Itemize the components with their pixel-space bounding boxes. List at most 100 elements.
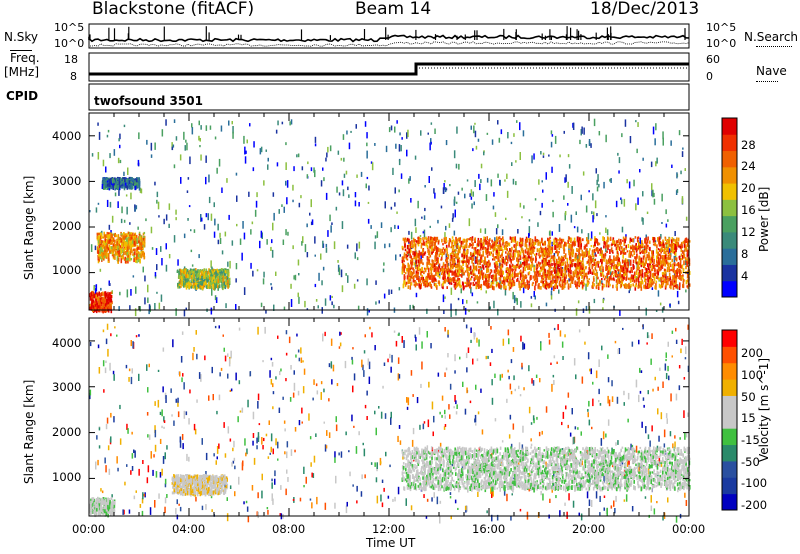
power-feature-point	[534, 240, 537, 245]
power-feature-point	[442, 275, 445, 281]
power-noise-point	[483, 151, 485, 156]
power-feature-point	[645, 249, 648, 254]
power-noise-point	[551, 231, 553, 236]
power-feature-point	[620, 265, 622, 269]
power-feature-point	[422, 239, 425, 245]
power-feature-point	[519, 270, 521, 274]
power-noise-point	[290, 283, 292, 289]
power-feature-point	[123, 232, 125, 235]
power-feature-point	[664, 258, 667, 263]
power-feature-point	[469, 243, 471, 247]
power-feature-point	[136, 247, 139, 251]
power-feature-point	[466, 281, 469, 287]
power-feature-point	[481, 260, 483, 263]
power-noise-point	[293, 166, 295, 172]
power-feature-point	[181, 282, 183, 287]
power-feature-point	[500, 245, 503, 250]
power-feature-point	[499, 267, 502, 273]
power-feature-point	[417, 253, 420, 258]
power-feature-point	[490, 269, 493, 273]
power-noise-point	[184, 145, 186, 151]
power-noise-point	[201, 217, 203, 222]
power-noise-point	[606, 275, 609, 280]
power-feature-point	[118, 254, 120, 258]
power-feature-point	[473, 283, 476, 286]
power-noise-point	[573, 226, 576, 229]
power-noise-point	[641, 217, 643, 222]
power-noise-point	[620, 199, 623, 205]
power-feature-point	[584, 253, 586, 258]
power-feature-point	[105, 239, 108, 244]
power-feature-point	[432, 275, 434, 281]
power-noise-point	[420, 130, 422, 136]
power-feature-point	[106, 248, 108, 252]
power-noise-point	[340, 269, 343, 278]
power-noise-point	[538, 179, 540, 185]
power-noise-point	[325, 243, 328, 248]
power-noise-point	[511, 162, 513, 166]
power-feature-point	[632, 283, 634, 287]
power-noise-point	[576, 255, 578, 262]
power-feature-point	[506, 245, 509, 248]
power-feature-point	[446, 257, 448, 260]
power-feature-point	[410, 259, 412, 265]
power-noise-point	[598, 183, 600, 188]
power-noise-point	[161, 129, 164, 137]
power-feature-point	[677, 237, 680, 242]
power-feature-point	[97, 246, 99, 249]
power-noise-point	[521, 216, 523, 219]
power-feature-point	[527, 255, 530, 259]
power-noise-point	[270, 246, 272, 251]
power-noise-point	[286, 197, 288, 205]
power-feature-point	[682, 254, 684, 259]
power-feature-point	[595, 254, 597, 257]
power-feature-point	[655, 275, 658, 279]
power-feature-point	[621, 274, 623, 278]
power-noise-point	[243, 232, 246, 240]
power-feature-point	[94, 304, 97, 307]
power-noise-point	[235, 172, 238, 176]
power-feature-point	[646, 239, 649, 244]
power-feature-point	[613, 241, 615, 246]
power-feature-point	[110, 308, 113, 314]
power-feature-point	[616, 257, 619, 261]
power-noise-point	[158, 215, 160, 218]
power-feature-point	[638, 245, 640, 250]
power-noise-point	[597, 174, 599, 182]
power-noise-point	[333, 304, 335, 309]
power-feature-point	[412, 267, 414, 271]
power-feature-point	[495, 240, 498, 243]
power-feature-point	[616, 251, 619, 254]
power-noise-point	[605, 227, 607, 233]
power-feature-point	[524, 282, 526, 285]
power-feature-point	[528, 284, 530, 289]
power-feature-point	[667, 243, 670, 248]
power-feature-point	[673, 270, 676, 274]
power-feature-point	[549, 275, 551, 280]
power-noise-point	[187, 177, 190, 180]
power-noise-point	[322, 266, 325, 271]
power-feature-point	[482, 244, 485, 247]
power-feature-point	[575, 282, 577, 288]
power-noise-point	[345, 273, 347, 276]
power-feature-point	[612, 238, 615, 242]
power-feature-point	[581, 253, 583, 257]
power-feature-point	[533, 246, 536, 250]
power-feature-point	[224, 284, 227, 290]
power-feature-point	[489, 251, 492, 256]
power-feature-point	[647, 271, 649, 274]
power-feature-point	[547, 244, 549, 249]
power-noise-point	[583, 127, 585, 135]
power-feature-point	[539, 241, 541, 247]
power-feature-point	[495, 241, 497, 246]
power-noise-point	[428, 176, 430, 183]
power-noise-point	[685, 289, 687, 293]
power-feature-point	[639, 245, 642, 249]
power-noise-point	[348, 142, 351, 150]
power-feature-point	[119, 245, 122, 248]
power-noise-point	[534, 198, 537, 201]
power-feature-point	[466, 249, 468, 254]
power-feature-point	[100, 293, 103, 296]
freq-tick-bottom: 8	[70, 70, 77, 83]
power-feature-point	[442, 273, 445, 278]
